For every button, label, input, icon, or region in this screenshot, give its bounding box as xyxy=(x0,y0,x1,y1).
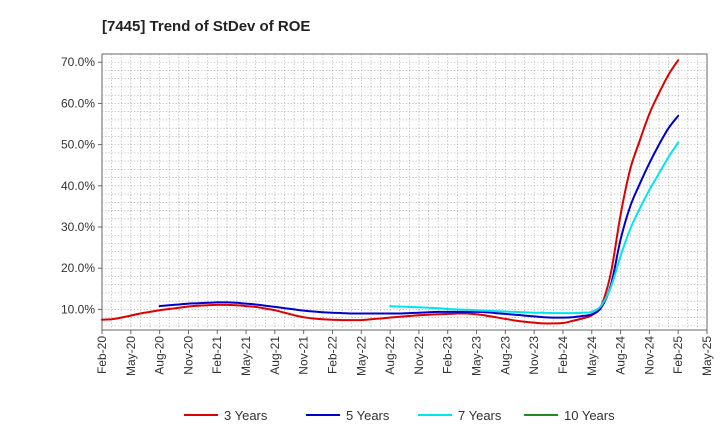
x-tick-label: Feb-25 xyxy=(671,336,685,374)
x-tick-label: Aug-23 xyxy=(498,336,512,375)
legend-label-10-years: 10 Years xyxy=(564,408,615,423)
legend-label-3-years: 3 Years xyxy=(224,408,268,423)
series-line-7-years xyxy=(389,141,680,315)
legend-label-5-years: 5 Years xyxy=(346,408,390,423)
x-tick-label: May-25 xyxy=(700,336,714,376)
x-axis-ticks: Feb-20 May-20 Aug-20 Nov-20 Feb-21 May-21 Aug-… xyxy=(95,330,714,376)
x-tick-label: Nov-20 xyxy=(181,336,195,375)
x-tick-label: Nov-23 xyxy=(527,336,541,375)
y-tick-label: 30.0% xyxy=(61,220,95,234)
gridlines xyxy=(102,54,707,330)
x-tick-label: Feb-23 xyxy=(441,336,455,374)
x-tick-label: May-24 xyxy=(585,336,599,376)
x-tick-label: Feb-24 xyxy=(556,336,570,374)
y-axis-ticks: 10.0% 20.0% 30.0% 40.0% 50.0% 60.0% 70.0% xyxy=(61,55,102,316)
y-tick-label: 20.0% xyxy=(61,261,95,275)
x-tick-label: Nov-24 xyxy=(642,336,656,375)
series-line-3-years xyxy=(101,59,680,325)
plot-area xyxy=(101,53,708,331)
y-tick-label: 70.0% xyxy=(61,55,95,69)
x-tick-label: Feb-21 xyxy=(210,336,224,374)
y-tick-label: 50.0% xyxy=(61,138,95,152)
y-tick-label: 10.0% xyxy=(61,302,95,316)
x-tick-label: Nov-22 xyxy=(412,336,426,375)
legend-label-7-years: 7 Years xyxy=(458,408,502,423)
x-tick-label: Aug-20 xyxy=(153,336,167,375)
legend: 3 Years 5 Years 7 Years 10 Years xyxy=(184,408,615,423)
x-tick-label: May-21 xyxy=(239,336,253,376)
x-tick-label: Aug-21 xyxy=(268,336,282,375)
y-tick-label: 40.0% xyxy=(61,179,95,193)
x-tick-label: Aug-24 xyxy=(614,336,628,375)
x-tick-label: Nov-21 xyxy=(297,336,311,375)
x-tick-label: May-20 xyxy=(124,336,138,376)
y-tick-label: 60.0% xyxy=(61,96,95,110)
series-line-5-years xyxy=(158,114,680,319)
series-layer xyxy=(101,59,680,325)
chart-title: [7445] Trend of StDev of ROE xyxy=(102,18,310,35)
x-tick-label: Feb-22 xyxy=(325,336,339,374)
x-tick-label: May-23 xyxy=(470,336,484,376)
x-tick-label: May-22 xyxy=(354,336,368,376)
x-tick-label: Aug-22 xyxy=(383,336,397,375)
x-tick-label: Feb-20 xyxy=(95,336,109,374)
